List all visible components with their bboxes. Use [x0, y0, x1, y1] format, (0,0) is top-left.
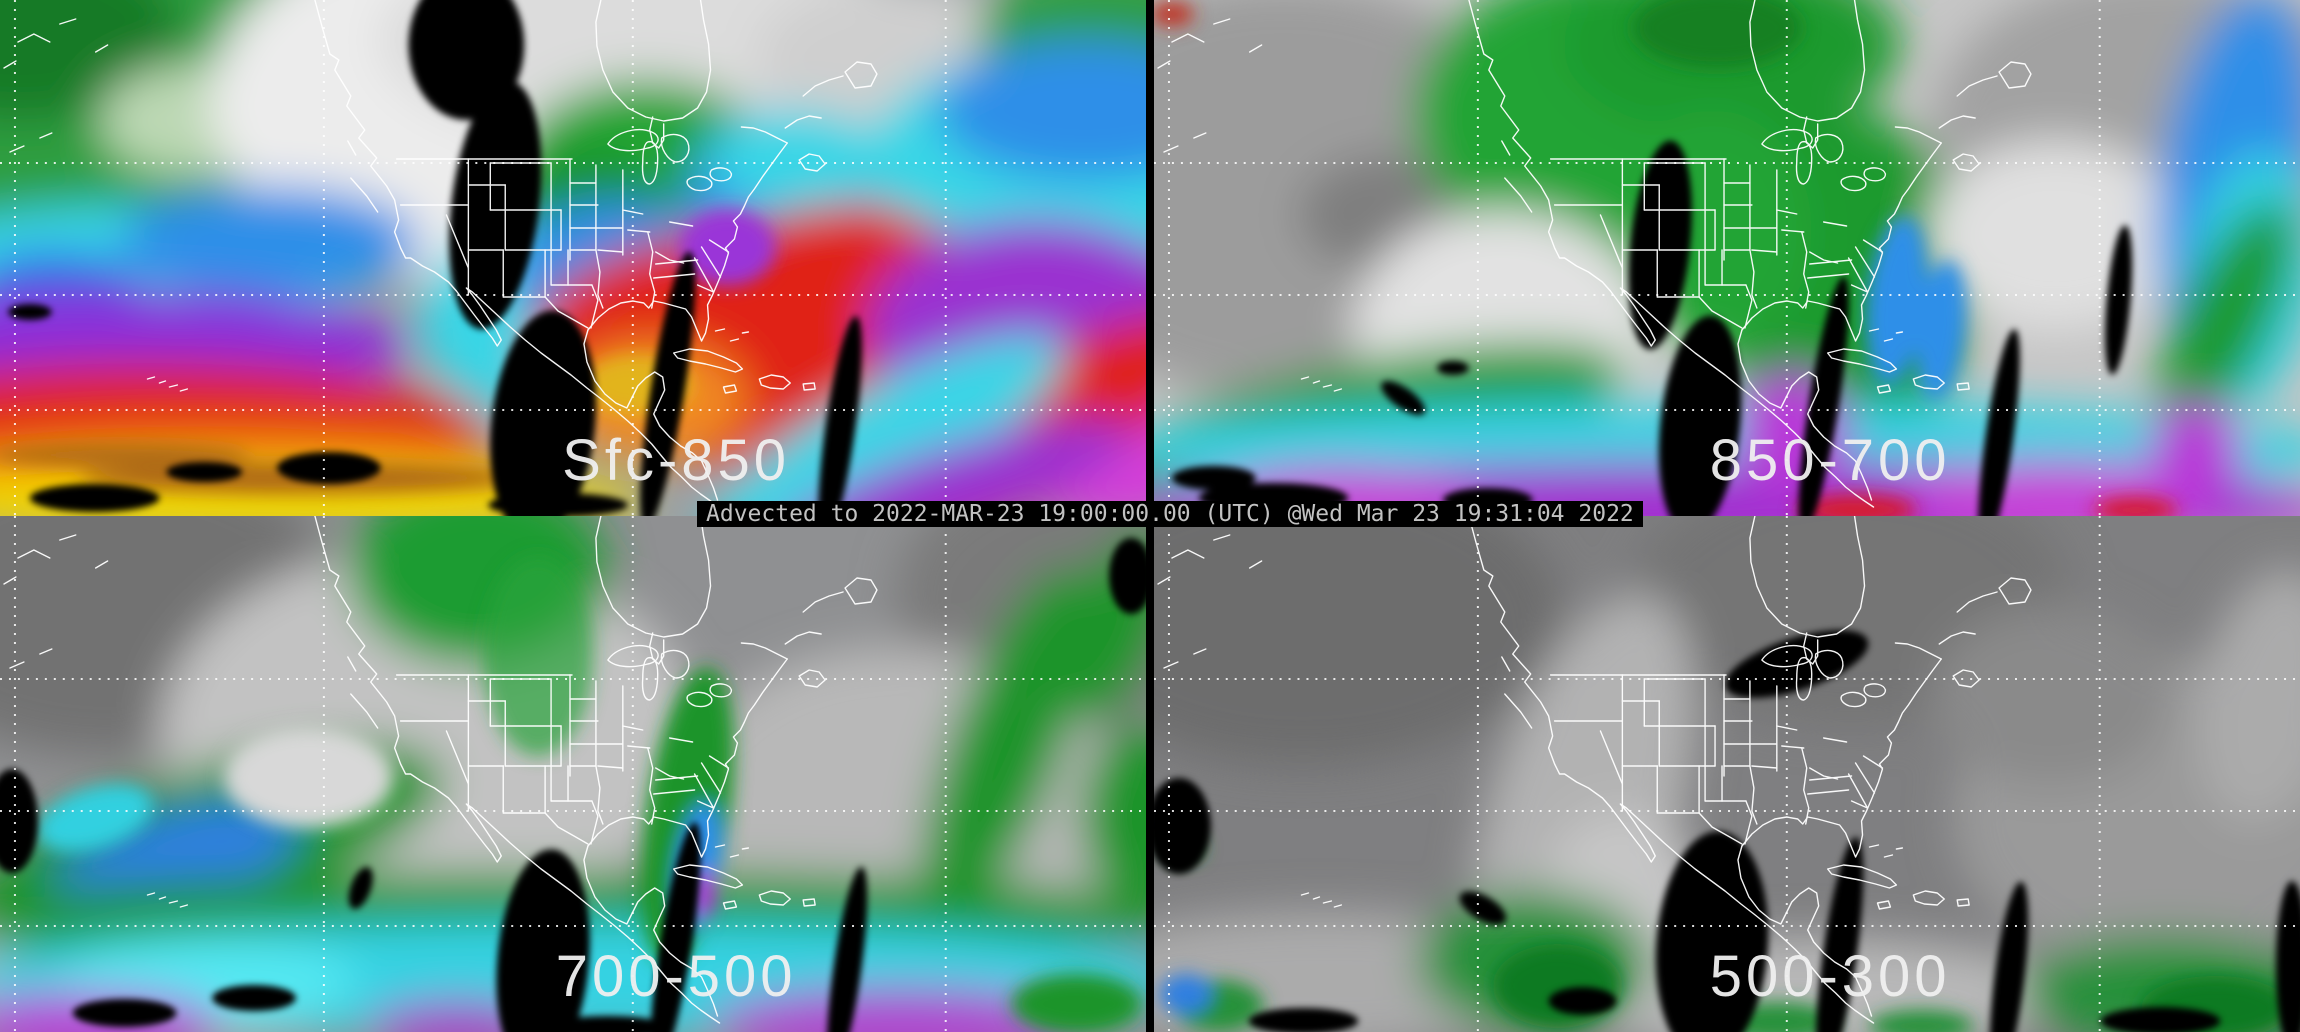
terrain-mask — [7, 0, 862, 516]
moisture-field-850-700 — [1154, 0, 2300, 516]
moisture-field-700-500 — [0, 516, 1146, 1032]
timestamp-text: Advected to 2022-MAR-23 19:00:00.00 (UTC… — [706, 501, 1634, 527]
moisture-field-500-300 — [1154, 516, 2300, 1032]
panel-700-500: 700-500 — [0, 516, 1146, 1032]
timestamp-banner: Advected to 2022-MAR-23 19:00:00.00 (UTC… — [697, 501, 1643, 527]
panel-sfc-850: Sfc-850 — [0, 0, 1146, 516]
panel-500-300: 500-300 — [1154, 516, 2300, 1032]
terrain-mask — [0, 538, 1146, 1032]
moisture-field-sfc-850 — [0, 0, 1146, 516]
panel-850-700: 850-700 — [1154, 0, 2300, 516]
